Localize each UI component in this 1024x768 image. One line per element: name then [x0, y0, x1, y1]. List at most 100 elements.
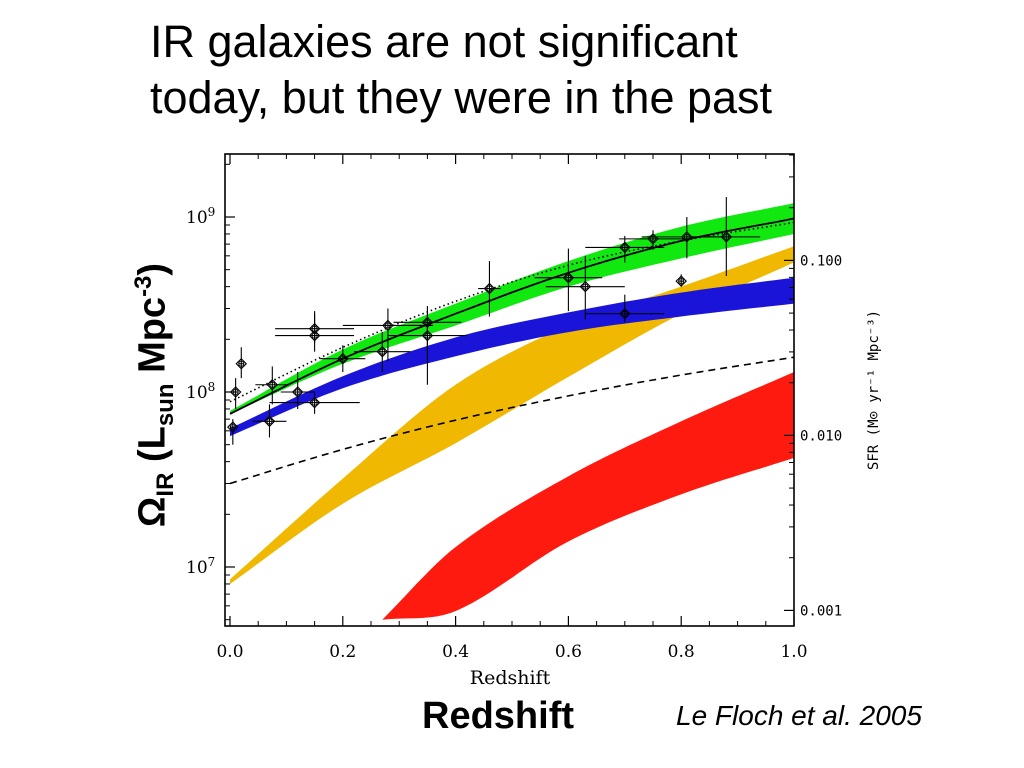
point-marker — [291, 386, 304, 398]
data-point — [342, 308, 434, 362]
y-tick-exp: 9 — [208, 205, 216, 219]
point-marker — [619, 307, 631, 320]
ylabel-ir: IR — [152, 472, 180, 497]
y-tick-label: 109 — [186, 205, 215, 228]
point-marker — [376, 345, 389, 358]
x-axis-big-label: Redshift — [422, 695, 574, 737]
band-0 — [382, 372, 794, 620]
point-ring — [311, 399, 318, 406]
data-point — [585, 235, 665, 263]
slide-title: IR galaxies are not significant today, b… — [150, 14, 910, 126]
ylabel-sun: sun — [152, 383, 180, 427]
point-marker — [229, 386, 242, 398]
point-ring — [269, 381, 276, 388]
point-ring — [229, 424, 236, 431]
y-tick-exp: 7 — [208, 555, 216, 569]
x-tick-label: 0.4 — [442, 642, 469, 662]
data-point — [545, 255, 625, 320]
point-marker — [227, 421, 239, 433]
data-point — [227, 419, 239, 445]
y-tick-base: 10 — [186, 383, 208, 403]
point-marker — [675, 275, 687, 287]
point-marker — [382, 319, 394, 332]
y-tick-label: 107 — [186, 555, 215, 578]
y-right-tick-label: 0.100 — [800, 253, 842, 269]
ylabel-mpc: Mpc — [131, 296, 174, 384]
point-ring — [266, 418, 273, 425]
y-axis-right-label: SFR (M⊙ yr⁻¹ Mpc⁻³) — [866, 310, 882, 470]
point-ring — [621, 310, 628, 317]
citation: Le Floch et al. 2005 — [676, 700, 922, 731]
ylabel-close: ) — [131, 262, 174, 276]
point-marker — [720, 231, 733, 243]
x-tick-label: 0.2 — [329, 642, 356, 662]
point-ring — [565, 274, 572, 281]
x-tick-label: 0.0 — [216, 642, 243, 662]
axes-layer: 0.0 0.2 0.4 0.6 0.8 1.01091081070.1000.0100.0… — [186, 154, 842, 662]
model-line-dashed — [229, 356, 794, 485]
point-ring — [294, 388, 301, 396]
x-tick-label: 1.0 — [780, 642, 807, 662]
title-line-1: IR galaxies are not significant — [150, 16, 738, 67]
data-point — [320, 345, 366, 373]
ylabel-omega: Ω — [131, 496, 174, 528]
data-point — [275, 313, 355, 344]
x-tick-label: 0.8 — [668, 642, 695, 662]
data-point — [235, 347, 248, 379]
data-point — [252, 404, 287, 438]
band-1 — [230, 246, 794, 585]
data-point — [354, 332, 411, 373]
y-tick-exp: 8 — [208, 380, 216, 394]
point-marker — [263, 415, 276, 428]
x-tick-label: 0.6 — [555, 642, 582, 662]
point-ring — [582, 283, 589, 290]
data-point — [255, 366, 290, 405]
plot-frame — [224, 153, 795, 627]
point-marker — [308, 396, 321, 409]
y-tick-base: 10 — [186, 558, 208, 578]
data-point — [585, 294, 665, 323]
point-marker — [421, 329, 434, 342]
ylabel-paren: (L — [131, 426, 174, 473]
data-point — [675, 274, 687, 287]
point-ring — [621, 244, 628, 251]
x-axis-label: Redshift — [470, 667, 551, 689]
title-line-2: today, but they were in the past — [150, 72, 773, 123]
point-ring — [311, 325, 318, 332]
points-layer — [227, 197, 761, 445]
point-ring — [384, 322, 391, 329]
data-point — [387, 313, 467, 385]
point-ring — [723, 233, 730, 240]
point-marker — [308, 322, 321, 335]
point-ring — [424, 332, 431, 339]
y-right-tick-label: 0.010 — [800, 428, 842, 444]
band-3 — [230, 203, 794, 414]
bands-layer — [230, 203, 794, 620]
point-marker — [337, 352, 349, 365]
data-point — [692, 197, 761, 277]
point-ring — [379, 348, 386, 355]
point-marker — [235, 357, 248, 370]
point-ring — [486, 285, 493, 292]
point-marker — [266, 378, 279, 391]
point-marker — [579, 280, 592, 293]
model-line-dotted — [229, 221, 794, 403]
point-ring — [339, 355, 346, 362]
ylabel-exp: -3 — [129, 275, 157, 297]
y-tick-label: 108 — [186, 380, 215, 403]
point-ring — [649, 235, 657, 242]
point-ring — [683, 233, 690, 240]
point-marker — [619, 241, 631, 254]
point-marker — [681, 231, 693, 243]
data-point — [269, 392, 360, 414]
data-point — [229, 378, 242, 409]
point-ring — [238, 360, 245, 367]
point-marker — [562, 271, 575, 284]
y-right-tick-label: 0.001 — [800, 603, 842, 619]
point-ring — [678, 278, 685, 285]
data-point — [478, 261, 501, 317]
y-tick-base: 10 — [186, 208, 208, 228]
band-2 — [230, 277, 794, 437]
point-marker — [483, 282, 496, 295]
